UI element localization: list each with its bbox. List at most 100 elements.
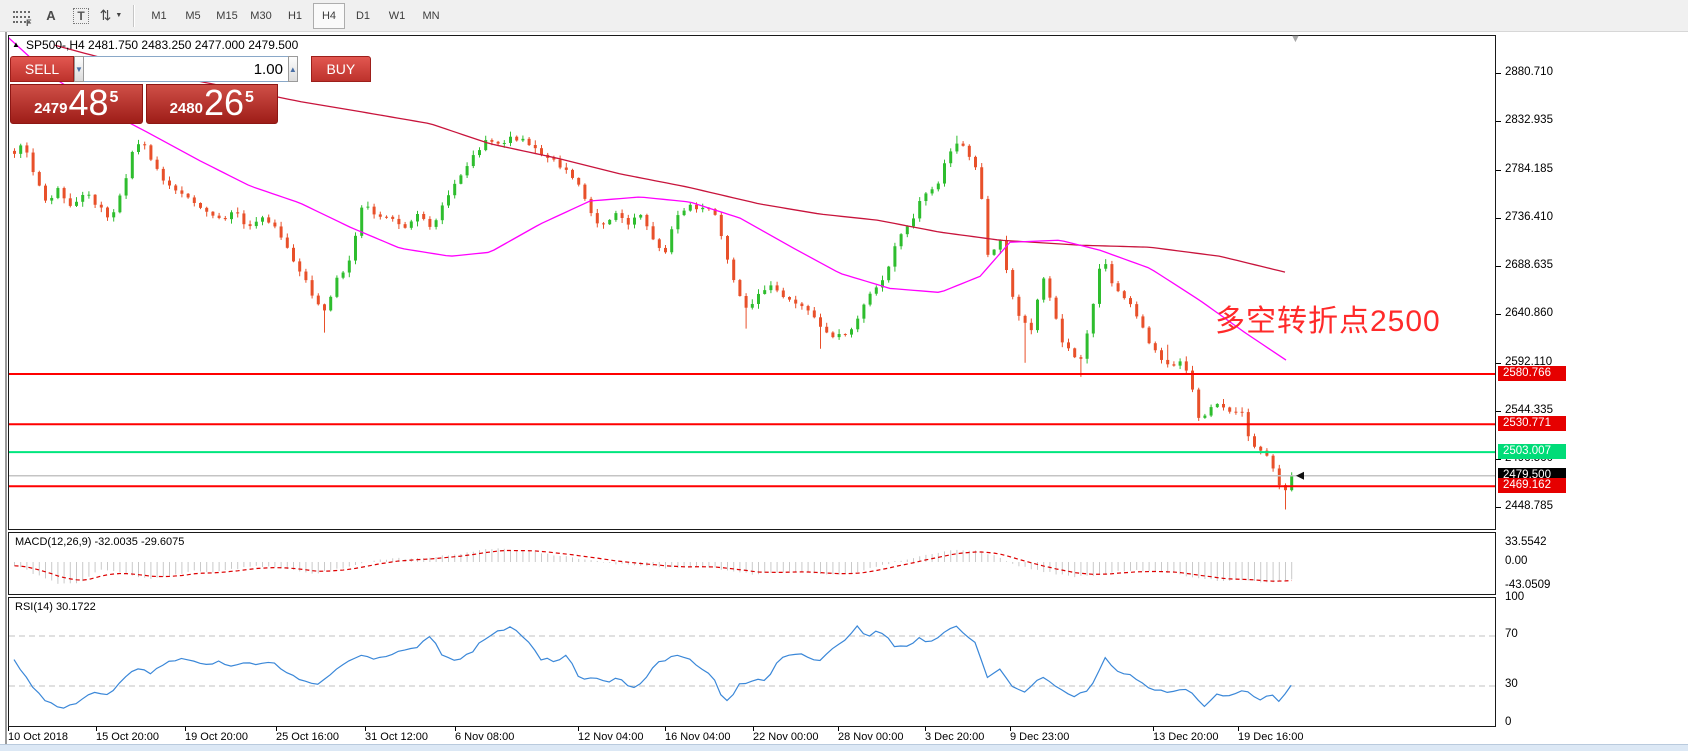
price-tick-label: 2640.860 (1505, 306, 1553, 319)
timeframe-M5[interactable]: M5 (185, 9, 201, 22)
time-tick-label: 15 Oct 20:00 (96, 731, 159, 743)
price-tick-label: 2784.185 (1505, 162, 1553, 175)
time-tick-label: 19 Oct 20:00 (185, 731, 248, 743)
price-tick-mark (1496, 506, 1501, 508)
fibonacci-lines-icon: F (12, 8, 32, 28)
buy-price-integer: 2480 (169, 100, 203, 117)
price-tick-mark (1496, 169, 1501, 171)
macd-indicator-pane[interactable]: MACD(12,26,9) -32.0035 -29.6075 (8, 532, 1496, 595)
sell-price-pips: 48 (68, 82, 109, 123)
time-tick-mark (838, 727, 839, 731)
one-click-trading-widget: SELL ▼ ▲ BUY 2479 48 5 2480 26 5 (10, 56, 371, 124)
time-tick-mark (1153, 727, 1154, 731)
label-a-icon: A (46, 8, 56, 23)
sell-button[interactable]: SELL (10, 56, 74, 82)
symbol-ohlc-line: SP500-,H4 2481.750 2483.250 2477.000 247… (26, 38, 299, 52)
time-tick-mark (455, 727, 456, 731)
timeframe-D1[interactable]: D1 (355, 9, 371, 22)
timeframe-M1[interactable]: M1 (151, 9, 167, 22)
price-badge-2503.007: 2503.007 (1498, 444, 1566, 460)
price-badge-2469.162: 2469.162 (1498, 478, 1566, 494)
macd-canvas (14, 548, 1293, 584)
macd-scale-label: 33.5542 (1505, 536, 1547, 549)
collapse-marker-icon[interactable]: ▲ (12, 40, 20, 49)
price-tick-mark (1496, 362, 1501, 364)
time-tick-mark (925, 727, 926, 731)
time-tick-label: 22 Nov 00:00 (753, 731, 819, 743)
buy-button[interactable]: BUY (310, 56, 371, 82)
sell-price-point: 5 (109, 89, 119, 106)
macd-scale-label: -43.0509 (1505, 578, 1551, 591)
price-tick-label: 2544.335 (1505, 403, 1553, 416)
buy-price-point: 5 (245, 89, 254, 106)
status-strip (0, 744, 1688, 751)
candlestick-canvas (9, 37, 1495, 510)
time-tick-mark (665, 727, 666, 731)
timeframe-H4[interactable]: H4 (313, 2, 345, 29)
chart-annotation-text[interactable]: 多空转折点2500 (1215, 305, 1441, 338)
time-tick-label: 3 Dec 20:00 (925, 731, 985, 743)
volume-decrease-button[interactable]: ▼ (74, 56, 84, 82)
time-tick-label: 12 Nov 04:00 (578, 731, 644, 743)
toolbar: F A T ⇅ ▼ M1 M5 M15 M30 H1 H4 D1 W1 MN (0, 0, 1688, 32)
text-t-icon: T (73, 7, 89, 24)
price-tick-label: 2688.635 (1505, 258, 1553, 271)
time-tick-mark (276, 727, 277, 731)
price-badge-2530.771: 2530.771 (1498, 416, 1566, 432)
price-scale[interactable]: 2880.710 2832.935 2784.185 2736.410 2688.635… (1496, 32, 1688, 744)
macd-label: MACD(12,26,9) -32.0035 -29.6075 (15, 536, 185, 548)
price-tick-mark (1496, 72, 1501, 74)
time-tick-mark (1238, 727, 1239, 731)
buy-price-panel[interactable]: 2480 26 5 (145, 82, 278, 124)
rsi-indicator-pane[interactable]: RSI(14) 30.1722 (8, 597, 1496, 727)
fibonacci-tool-button[interactable]: F (7, 3, 35, 29)
price-tick-mark (1496, 313, 1501, 315)
time-tick-mark (578, 727, 579, 731)
buy-price-pips: 26 (203, 82, 244, 123)
time-scale[interactable]: 10 Oct 2018 15 Oct 20:00 19 Oct 20:00 25 Oc… (8, 727, 1496, 744)
time-tick-label: 13 Dec 20:00 (1153, 731, 1219, 743)
sell-price-panel[interactable]: 2479 48 5 (10, 84, 143, 124)
sell-price-integer: 2479 (34, 100, 68, 117)
price-badge-2580.766: 2580.766 (1498, 366, 1566, 382)
volume-increase-button[interactable]: ▲ (287, 56, 298, 82)
price-tick-label: 2592.110 (1505, 355, 1553, 368)
time-tick-label: 19 Dec 16:00 (1238, 731, 1304, 743)
text-tool-button[interactable]: T (67, 3, 95, 29)
timeframe-M30[interactable]: M30 (250, 9, 272, 22)
price-tick-mark (1496, 410, 1501, 412)
time-tick-mark (8, 727, 9, 731)
time-tick-label: 28 Nov 00:00 (838, 731, 904, 743)
time-tick-label: 10 Oct 2018 (8, 731, 68, 743)
macd-scale-label: 0.00 (1505, 555, 1528, 567)
time-tick-label: 9 Dec 23:00 (1010, 731, 1070, 743)
toolbar-separator (133, 4, 135, 27)
window-left-edge (5, 32, 7, 744)
price-tick-label: 2880.710 (1505, 65, 1553, 78)
timeframe-H1[interactable]: H1 (287, 9, 303, 22)
volume-input[interactable] (83, 56, 288, 82)
time-tick-mark (96, 727, 97, 731)
rsi-scale-label: 100 (1505, 590, 1525, 603)
price-tick-label: 2736.410 (1505, 210, 1553, 223)
time-tick-mark (753, 727, 754, 731)
rsi-scale-label: 70 (1505, 628, 1518, 640)
time-tick-label: 31 Oct 12:00 (365, 731, 428, 743)
time-tick-mark (1010, 727, 1011, 731)
price-tick-label: 2832.935 (1505, 113, 1553, 126)
chevron-down-icon: ▼ (115, 12, 123, 19)
label-tool-button[interactable]: A (37, 3, 65, 29)
time-tick-mark (365, 727, 366, 731)
time-tick-label: 16 Nov 04:00 (665, 731, 731, 743)
price-tick-mark (1496, 120, 1501, 122)
timeframe-MN[interactable]: MN (422, 9, 440, 22)
timeframe-group: M1 M5 M15 M30 H1 H4 D1 W1 MN (142, 2, 448, 29)
rsi-scale-label: 30 (1505, 678, 1518, 690)
chart-shift-marker-icon[interactable]: ▼ (1290, 33, 1301, 45)
arrows-tool-button[interactable]: ⇅ ▼ (97, 3, 125, 29)
price-tick-label: 2448.785 (1505, 499, 1553, 512)
timeframe-M15[interactable]: M15 (216, 9, 238, 22)
rsi-label: RSI(14) 30.1722 (15, 601, 96, 613)
timeframe-W1[interactable]: W1 (388, 9, 406, 22)
time-tick-label: 25 Oct 16:00 (276, 731, 339, 743)
